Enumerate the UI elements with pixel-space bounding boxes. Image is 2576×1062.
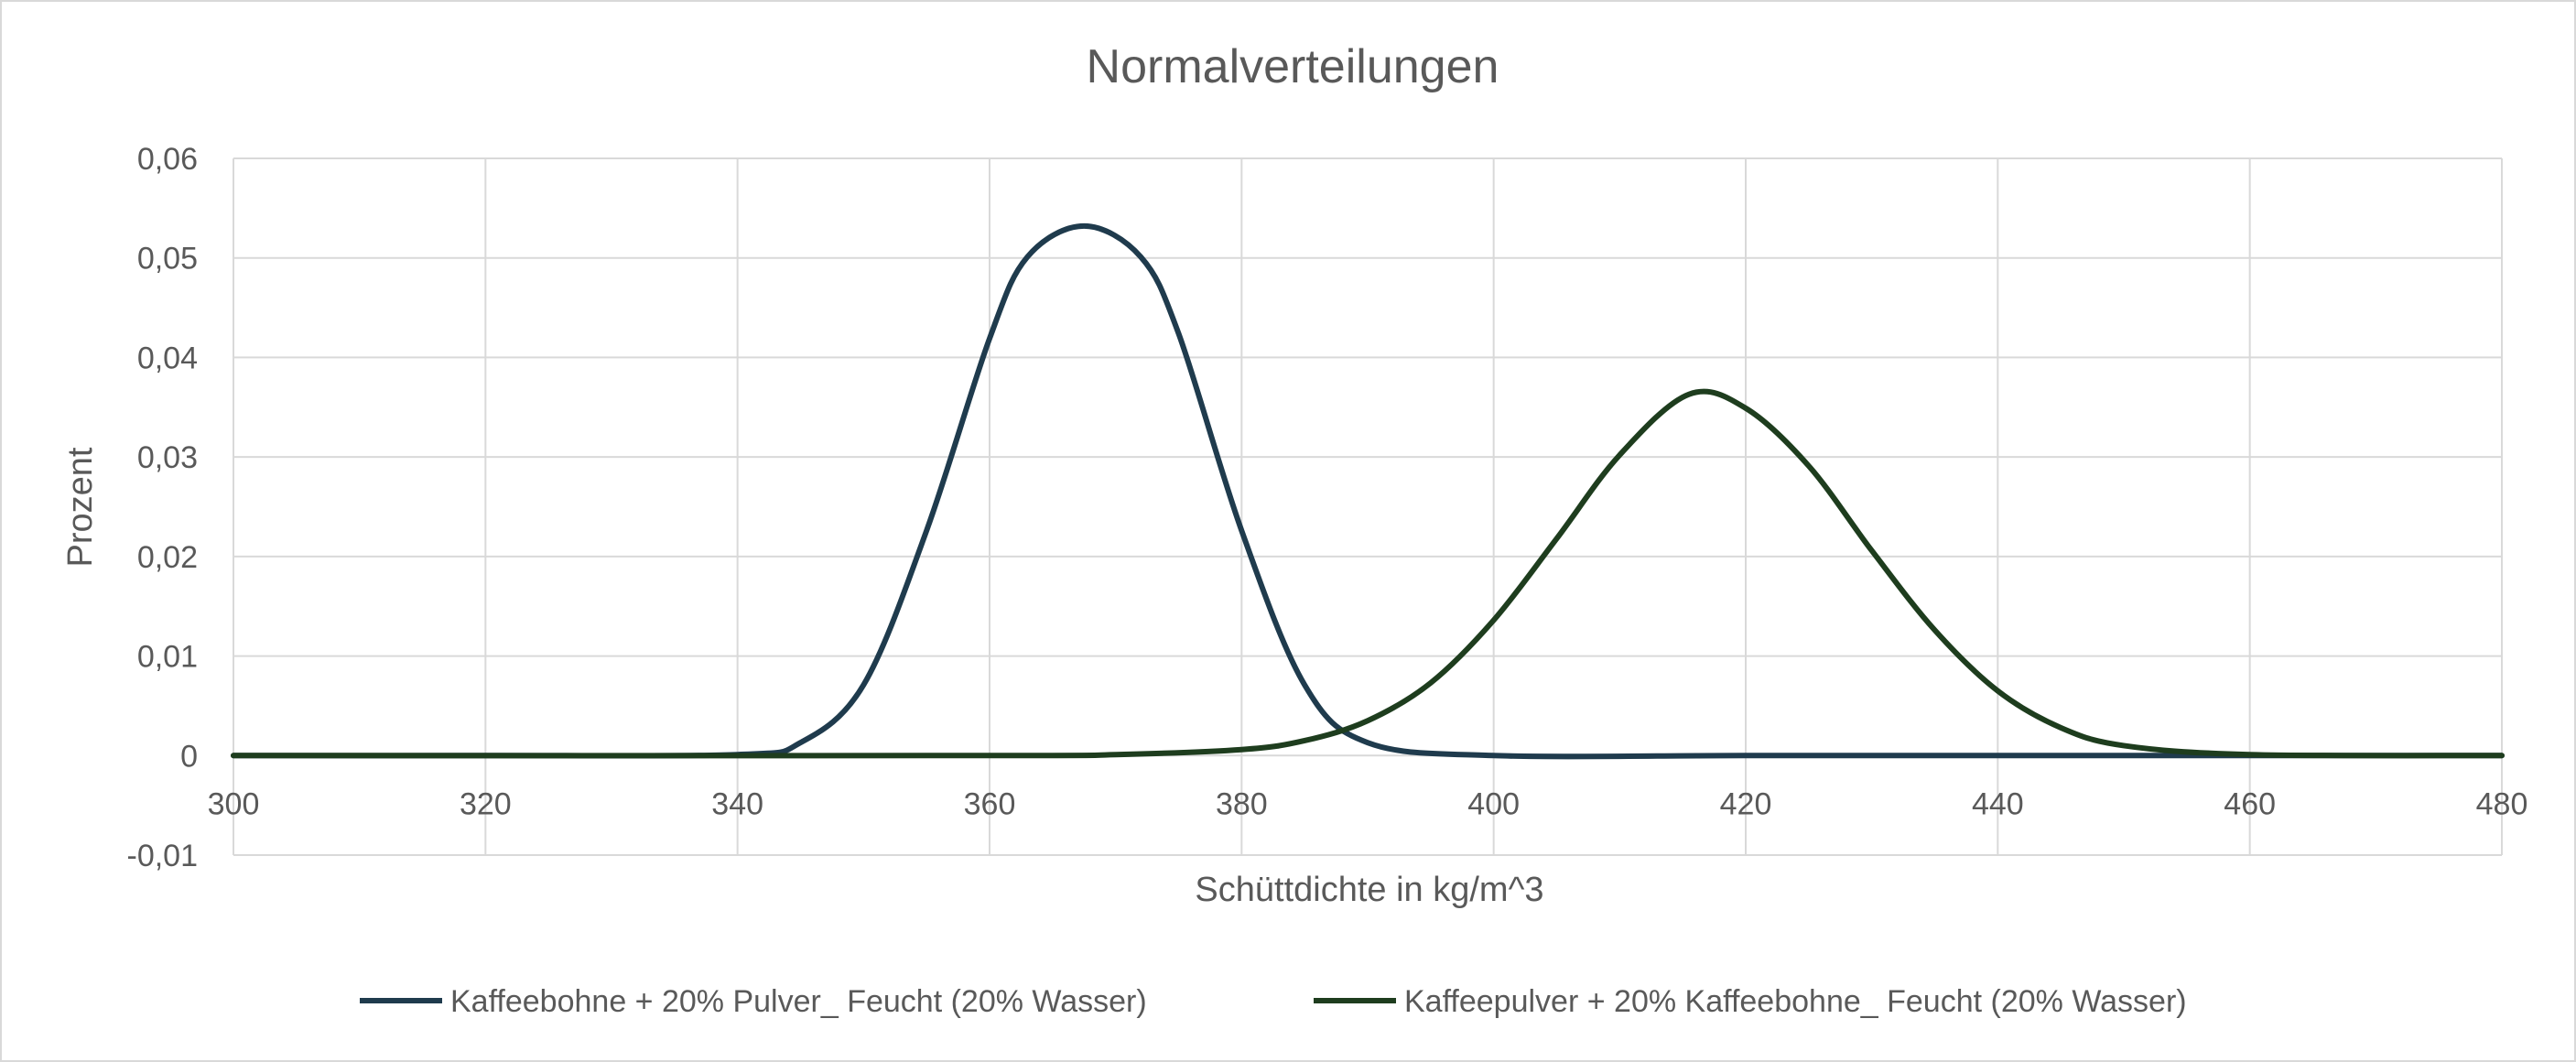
y-tick-label: 0,03 — [137, 440, 198, 475]
x-tick-label: 420 — [1720, 786, 1772, 821]
legend-label-series-1: Kaffeebohne + 20% Pulver_ Feucht (20% Wa… — [450, 984, 1147, 1019]
x-tick-label: 400 — [1467, 786, 1520, 821]
y-tick-label: 0,05 — [137, 242, 198, 276]
x-tick-label: 300 — [208, 786, 260, 821]
series-lines — [231, 222, 2505, 760]
x-tick-label: 340 — [711, 786, 763, 821]
x-tick-labels: 300 320 340 360 380 400 420 440 460 480 — [208, 786, 2528, 821]
y-axis-label: Prozent — [61, 447, 100, 567]
legend: Kaffeebohne + 20% Pulver_ Feucht (20% Wa… — [360, 984, 2187, 1019]
x-tick-label: 320 — [460, 786, 512, 821]
x-axis-label: Schüttdichte in kg/m^3 — [1195, 871, 1543, 909]
x-tick-label: 440 — [1972, 786, 2024, 821]
y-tick-label: -0,01 — [127, 839, 199, 873]
y-tick-labels: -0,01 0 0,01 0,02 0,03 0,04 0,05 0,06 — [127, 142, 199, 873]
series-line-2 — [231, 388, 2505, 759]
y-tick-label: 0,04 — [137, 341, 198, 375]
x-tick-label: 480 — [2476, 786, 2528, 821]
chart-title: Normalverteilungen — [1087, 40, 1499, 93]
series-line-1 — [231, 222, 2505, 760]
y-tick-label: 0,02 — [137, 540, 198, 575]
y-tick-label: 0,06 — [137, 142, 198, 177]
legend-label-series-2: Kaffeepulver + 20% Kaffeebohne_ Feucht (… — [1404, 984, 2187, 1019]
x-tick-label: 360 — [964, 786, 1016, 821]
x-tick-label: 460 — [2224, 786, 2276, 821]
x-tick-label: 380 — [1216, 786, 1268, 821]
y-tick-label: 0 — [180, 739, 198, 774]
grid-lines — [233, 157, 2503, 856]
y-tick-label: 0,01 — [137, 640, 198, 675]
